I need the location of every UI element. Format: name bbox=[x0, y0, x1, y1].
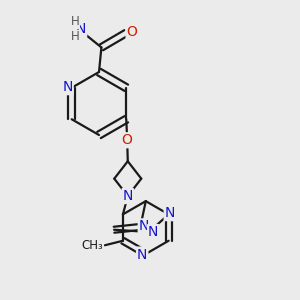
Text: H: H bbox=[70, 30, 80, 44]
Text: N: N bbox=[165, 206, 175, 220]
Text: N: N bbox=[62, 80, 73, 94]
Text: O: O bbox=[127, 25, 137, 39]
Text: N: N bbox=[137, 248, 147, 262]
Text: N: N bbox=[139, 219, 149, 233]
Text: H: H bbox=[70, 15, 80, 28]
Text: CH₃: CH₃ bbox=[82, 239, 104, 252]
Text: N: N bbox=[148, 225, 158, 239]
Text: N: N bbox=[123, 189, 133, 203]
Text: N: N bbox=[76, 22, 86, 36]
Text: O: O bbox=[122, 133, 133, 147]
